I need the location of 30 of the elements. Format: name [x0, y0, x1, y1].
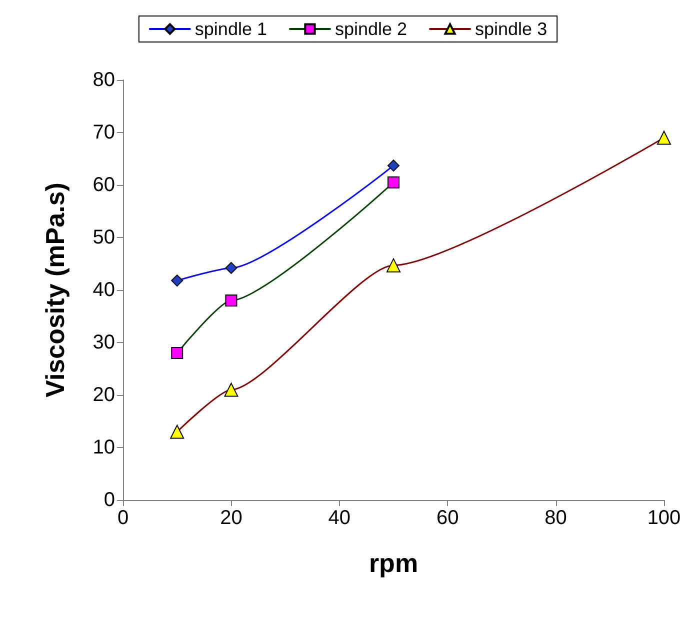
- legend-label: spindle 1: [194, 19, 267, 39]
- point: [225, 294, 238, 306]
- point: [171, 347, 184, 359]
- point: [170, 424, 184, 439]
- point: [225, 262, 238, 274]
- x-tick-label: 80: [544, 507, 567, 529]
- y-axis-title: Viscosity (mPa.s): [40, 182, 70, 398]
- point: [171, 274, 184, 287]
- x-tick-label: 60: [436, 507, 459, 529]
- point: [386, 258, 400, 272]
- legend-label: spindle 3: [475, 19, 548, 39]
- x-axis-title: rpm: [368, 548, 418, 578]
- y-tick-label: 50: [92, 226, 115, 248]
- point: [388, 160, 400, 172]
- point: [224, 382, 238, 397]
- y-tick-label: 80: [92, 69, 115, 91]
- legend-label: spindle 2: [334, 19, 408, 39]
- y-tick-label: 30: [92, 332, 115, 354]
- x-tick-label: 0: [117, 507, 129, 529]
- y-tick-label: 10: [92, 436, 115, 458]
- point: [388, 176, 400, 188]
- y-tick-label: 20: [92, 384, 115, 406]
- point: [657, 130, 671, 145]
- x-tick-label: 40: [328, 507, 351, 529]
- y-tick-label: 40: [92, 279, 115, 301]
- x-tick-label: 20: [220, 507, 242, 529]
- y-tick-label: 60: [92, 174, 115, 196]
- y-tick-label: 70: [92, 122, 115, 144]
- x-tick-label: 100: [647, 507, 681, 529]
- y-tick-label: 0: [104, 489, 115, 511]
